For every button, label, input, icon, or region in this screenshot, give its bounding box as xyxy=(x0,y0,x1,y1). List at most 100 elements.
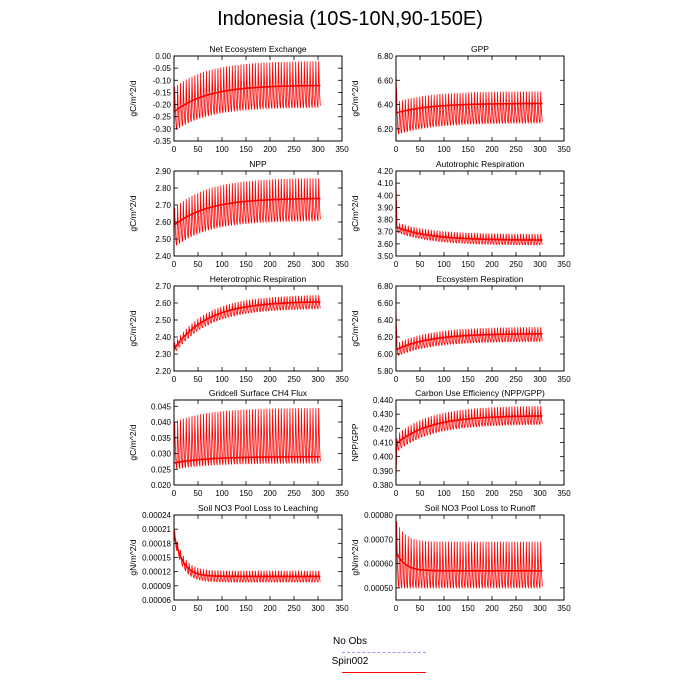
series-soil-no3-pool-loss-to-leaching xyxy=(174,530,321,583)
y-tick-label-heterotrophic-respiration: 2.40 xyxy=(155,333,171,342)
x-tick-label-gpp: 50 xyxy=(416,145,425,154)
x-tick-label-ecosystem-respiration: 300 xyxy=(533,375,547,384)
x-tick-label-npp: 250 xyxy=(287,260,301,269)
y-tick-label-ecosystem-respiration: 6.00 xyxy=(377,350,393,359)
series-line-soil-no3-pool-loss-to-leaching xyxy=(174,530,321,583)
x-tick-label-heterotrophic-respiration: 0 xyxy=(172,375,177,384)
y-axis-label-net-ecosystem-exchange: gC/m^2/d xyxy=(128,80,138,116)
plot-frame-heterotrophic-respiration xyxy=(173,285,343,372)
x-tick-label-soil-no3-pool-loss-to-leaching: 0 xyxy=(172,604,177,613)
y-tick-label-soil-no3-pool-loss-to-runoff: 0.00050 xyxy=(364,584,393,593)
x-tick-label-carbon-use-efficiency-npp-gpp: 0 xyxy=(394,489,399,498)
plot-frame-soil-no3-pool-loss-to-runoff xyxy=(395,514,565,601)
panel-title-gpp: GPP xyxy=(471,44,489,54)
x-tick-label-net-ecosystem-exchange: 300 xyxy=(311,145,325,154)
y-tick-label-soil-no3-pool-loss-to-leaching: 0.00018 xyxy=(142,539,171,548)
y-tick-label-gridcell-surface-ch4-flux: 0.035 xyxy=(151,434,172,443)
x-tick-label-soil-no3-pool-loss-to-leaching: 200 xyxy=(263,604,277,613)
panel-title-ecosystem-respiration: Ecosystem Respiration xyxy=(437,274,524,284)
x-tick-label-soil-no3-pool-loss-to-runoff: 250 xyxy=(509,604,523,613)
panel-title-soil-no3-pool-loss-to-runoff: Soil NO3 Pool Loss to Runoff xyxy=(425,503,536,513)
legend-label-no-obs: No Obs xyxy=(333,636,367,647)
plot-frame-ecosystem-respiration xyxy=(395,285,565,372)
x-tick-label-ecosystem-respiration: 200 xyxy=(485,375,499,384)
y-tick-label-autotrophic-respiration: 4.00 xyxy=(377,191,393,200)
y-tick-label-net-ecosystem-exchange: 0.00 xyxy=(155,52,171,61)
y-tick-label-carbon-use-efficiency-npp-gpp: 0.390 xyxy=(373,467,394,476)
series-line-net-ecosystem-exchange xyxy=(174,61,321,132)
y-axis-label-autotrophic-respiration: gC/m^2/d xyxy=(350,195,360,231)
y-axis-label-gridcell-surface-ch4-flux: gC/m^2/d xyxy=(128,424,138,460)
x-tick-label-soil-no3-pool-loss-to-runoff: 0 xyxy=(394,604,399,613)
y-axis-label-soil-no3-pool-loss-to-leaching: gN/m^2/d xyxy=(128,539,138,575)
legend-label-spin002: Spin002 xyxy=(331,656,369,667)
y-tick-label-gridcell-surface-ch4-flux: 0.045 xyxy=(151,402,172,411)
y-tick-label-autotrophic-respiration: 3.50 xyxy=(377,252,393,261)
panel-title-carbon-use-efficiency-npp-gpp: Carbon Use Efficiency (NPP/GPP) xyxy=(415,388,545,398)
y-tick-label-autotrophic-respiration: 3.60 xyxy=(377,240,393,249)
x-tick-label-soil-no3-pool-loss-to-leaching: 50 xyxy=(194,604,203,613)
y-tick-label-autotrophic-respiration: 3.80 xyxy=(377,216,393,225)
x-tick-label-carbon-use-efficiency-npp-gpp: 200 xyxy=(485,489,499,498)
y-tick-label-gpp: 6.40 xyxy=(377,101,393,110)
x-tick-label-gpp: 350 xyxy=(557,145,571,154)
x-tick-label-gridcell-surface-ch4-flux: 100 xyxy=(215,489,229,498)
x-tick-label-npp: 0 xyxy=(172,260,177,269)
x-tick-label-gridcell-surface-ch4-flux: 50 xyxy=(194,489,203,498)
plot-frame-net-ecosystem-exchange xyxy=(173,55,343,142)
y-tick-label-soil-no3-pool-loss-to-leaching: 0.00012 xyxy=(142,568,171,577)
y-axis-label-carbon-use-efficiency-npp-gpp: NPP/GPP xyxy=(350,423,360,461)
series-line-npp xyxy=(174,178,321,248)
x-tick-label-net-ecosystem-exchange: 350 xyxy=(335,145,349,154)
x-tick-label-soil-no3-pool-loss-to-runoff: 100 xyxy=(437,604,451,613)
plot-frame-npp xyxy=(173,170,343,257)
series-soil-no3-pool-loss-to-runoff xyxy=(396,521,543,589)
x-tick-label-soil-no3-pool-loss-to-runoff: 200 xyxy=(485,604,499,613)
series-line-carbon-use-efficiency-npp-gpp xyxy=(396,406,543,481)
series-heterotrophic-respiration xyxy=(174,295,321,355)
series-carbon-use-efficiency-npp-gpp xyxy=(396,406,543,481)
y-tick-label-npp: 2.40 xyxy=(155,252,171,261)
x-tick-label-carbon-use-efficiency-npp-gpp: 300 xyxy=(533,489,547,498)
plot-frame-autotrophic-respiration xyxy=(395,170,565,257)
series-mean-line-soil-no3-pool-loss-to-leaching xyxy=(174,533,321,578)
x-tick-label-heterotrophic-respiration: 250 xyxy=(287,375,301,384)
x-tick-label-ecosystem-respiration: 350 xyxy=(557,375,571,384)
y-tick-label-npp: 2.60 xyxy=(155,218,171,227)
x-tick-label-net-ecosystem-exchange: 50 xyxy=(194,145,203,154)
x-tick-label-npp: 50 xyxy=(194,260,203,269)
y-tick-label-net-ecosystem-exchange: -0.05 xyxy=(153,64,172,73)
panel-heterotrophic-respiration: Heterotrophic Respiration gC/m^2/d 0 50 100 1… xyxy=(128,274,349,384)
x-tick-label-net-ecosystem-exchange: 150 xyxy=(239,145,253,154)
x-tick-label-gridcell-surface-ch4-flux: 250 xyxy=(287,489,301,498)
panel-soil-no3-pool-loss-to-runoff: Soil NO3 Pool Loss to Runoff gN/m^2/d 0 50 1… xyxy=(350,503,571,613)
series-net-ecosystem-exchange xyxy=(174,61,321,132)
panel-ecosystem-respiration: Ecosystem Respiration gC/m^2/d 0 50 100 150 20… xyxy=(350,274,571,384)
x-tick-label-autotrophic-respiration: 0 xyxy=(394,260,399,269)
y-tick-label-carbon-use-efficiency-npp-gpp: 0.440 xyxy=(373,396,394,405)
series-line-ecosystem-respiration xyxy=(396,307,543,356)
x-tick-label-soil-no3-pool-loss-to-runoff: 300 xyxy=(533,604,547,613)
x-tick-label-gridcell-surface-ch4-flux: 300 xyxy=(311,489,325,498)
y-tick-label-net-ecosystem-exchange: -0.20 xyxy=(153,101,172,110)
panel-carbon-use-efficiency-npp-gpp: Carbon Use Efficiency (NPP/GPP) NPP/GPP 0 5… xyxy=(350,388,571,498)
x-tick-label-heterotrophic-respiration: 100 xyxy=(215,375,229,384)
y-tick-label-heterotrophic-respiration: 2.60 xyxy=(155,299,171,308)
panel-title-gridcell-surface-ch4-flux: Gridcell Surface CH4 Flux xyxy=(209,388,308,398)
y-axis-label-npp: gC/m^2/d xyxy=(128,195,138,231)
y-axis-label-ecosystem-respiration: gC/m^2/d xyxy=(350,310,360,346)
y-tick-label-npp: 2.80 xyxy=(155,184,171,193)
panel-title-npp: NPP xyxy=(249,159,267,169)
x-tick-label-net-ecosystem-exchange: 250 xyxy=(287,145,301,154)
y-tick-label-npp: 2.50 xyxy=(155,235,171,244)
x-tick-label-heterotrophic-respiration: 300 xyxy=(311,375,325,384)
y-tick-label-carbon-use-efficiency-npp-gpp: 0.410 xyxy=(373,439,394,448)
x-tick-label-soil-no3-pool-loss-to-runoff: 150 xyxy=(461,604,475,613)
x-tick-label-soil-no3-pool-loss-to-leaching: 350 xyxy=(335,604,349,613)
panel-title-net-ecosystem-exchange: Net Ecosystem Exchange xyxy=(209,44,307,54)
x-tick-label-ecosystem-respiration: 100 xyxy=(437,375,451,384)
series-npp xyxy=(174,178,321,248)
y-tick-label-net-ecosystem-exchange: -0.35 xyxy=(153,137,172,146)
y-tick-label-heterotrophic-respiration: 2.70 xyxy=(155,282,171,291)
